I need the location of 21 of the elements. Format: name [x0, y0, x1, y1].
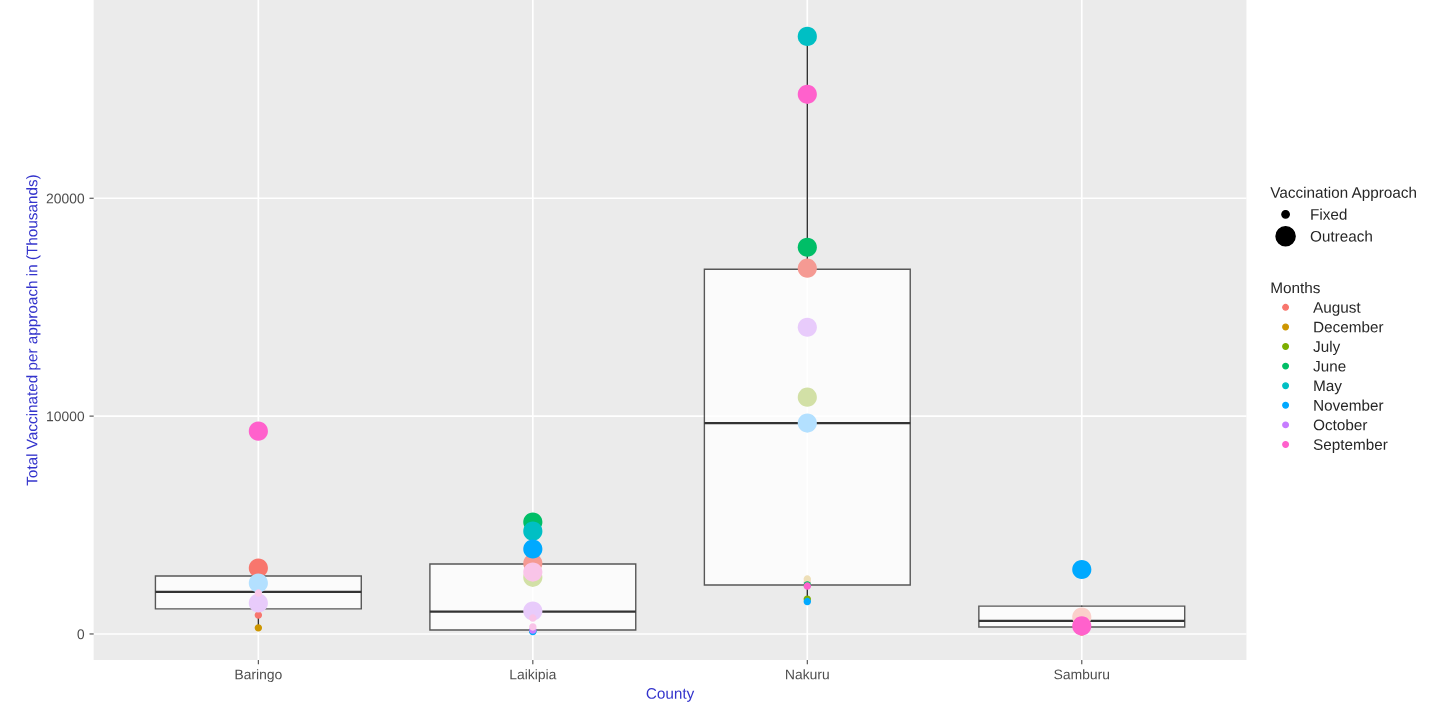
y-axis-title: Total Vaccinated per approach in (Thousands) — [26, 175, 41, 486]
x-tick-label: Laikipia — [510, 669, 557, 683]
y-tick-label: 20000 — [46, 193, 85, 204]
text: Months — [1271, 282, 1320, 294]
x-tick-label: Samburu — [1054, 669, 1110, 680]
x-axis-title: County — [646, 688, 695, 702]
legend-label: November — [1314, 399, 1384, 411]
legend-label: June — [1313, 360, 1346, 372]
legend-label: December — [1314, 321, 1384, 333]
legend-label: October — [1313, 419, 1368, 431]
legend-label: Outreach — [1310, 230, 1372, 242]
legend-label: September — [1313, 438, 1388, 453]
x-tick-label: Nakuru — [786, 669, 829, 680]
legend-label: August — [1313, 302, 1361, 316]
legend-label: July — [1313, 340, 1341, 356]
x-tick-label: Baringo — [235, 669, 282, 683]
y-tick-label: 0 — [77, 629, 85, 640]
y-tick-label: 10000 — [47, 411, 85, 422]
text: Vaccination Approach — [1270, 186, 1416, 201]
legend-label: May — [1314, 380, 1342, 395]
legend-label: Fixed — [1311, 208, 1347, 220]
